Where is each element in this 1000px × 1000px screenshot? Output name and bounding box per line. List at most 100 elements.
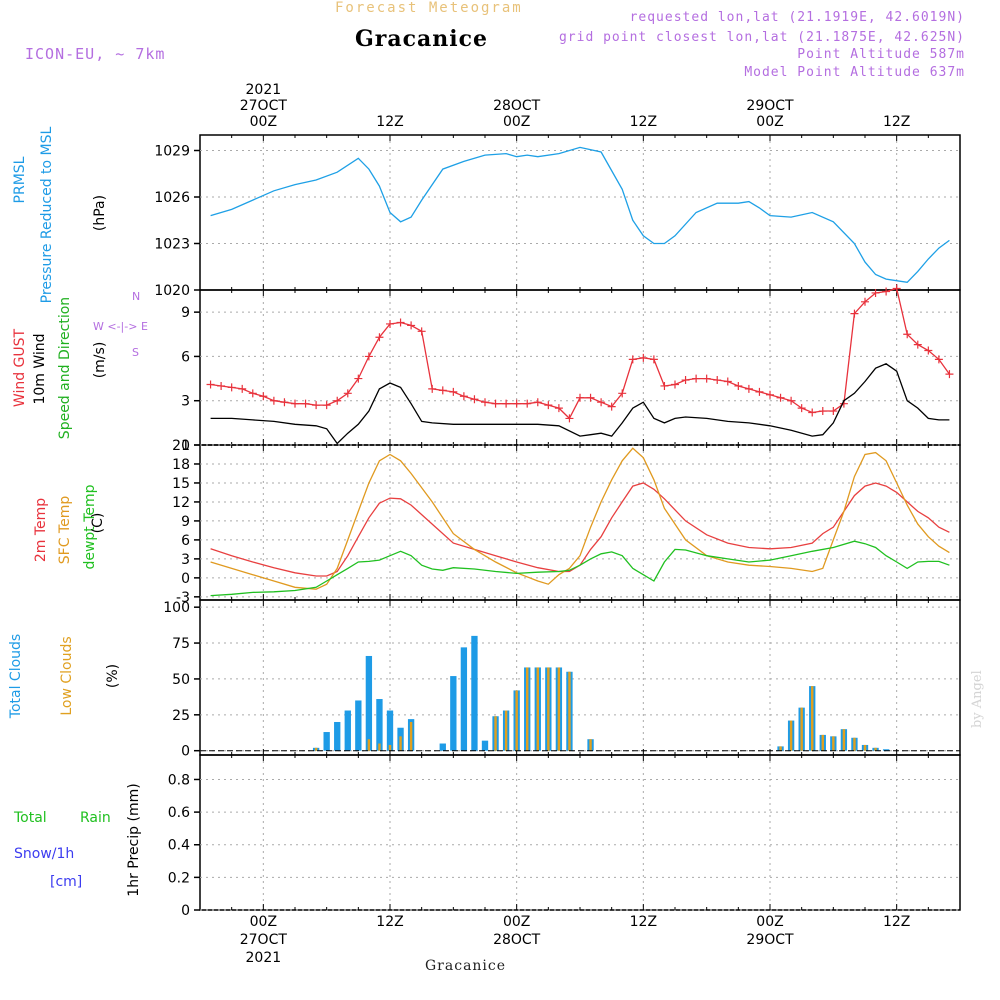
gust-marker [702, 374, 711, 383]
gust-marker [882, 287, 891, 296]
time-label: 12Z [629, 114, 658, 130]
time-label: 00Z [756, 114, 784, 130]
ytick-label: 0.2 [168, 870, 190, 886]
model-name: ICON-EU, ~ 7km [25, 45, 166, 63]
gust-marker [660, 381, 669, 390]
bar-total-clouds [344, 710, 351, 751]
ytick-label: 0 [181, 903, 190, 919]
bar-total-clouds [365, 655, 373, 751]
gust-marker [502, 399, 511, 408]
compass-n: N [132, 290, 141, 303]
precip-legend-snow: Snow/1h [14, 846, 75, 862]
time-label: 28OCT [493, 932, 541, 948]
time-label: 00Z [249, 114, 278, 130]
bar-low-clouds [874, 747, 877, 751]
model-altitude: Model Point Altitude 637m [744, 65, 965, 80]
panel-4: 0 0.2 0.4 0.6 0.8 [168, 754, 961, 919]
bar-low-clouds [378, 743, 381, 751]
bar-total-clouds [439, 743, 446, 751]
compass-s: S [132, 346, 139, 359]
bar-low-clouds [494, 716, 497, 751]
bar-total-clouds [471, 635, 478, 751]
gust-marker [607, 402, 616, 411]
time-label: 28OCT [493, 98, 541, 114]
gust-marker [354, 374, 363, 383]
bar-total-clouds [376, 699, 383, 751]
bar-total-clouds [334, 721, 341, 751]
time-label: 2021 [245, 82, 282, 98]
gust-marker [459, 392, 468, 401]
bar-total-clouds [882, 749, 890, 751]
time-label: 12Z [376, 114, 404, 130]
ytick-label: 21 [172, 438, 190, 454]
ytick-label: 0.4 [168, 838, 190, 854]
bar-total-clouds [481, 740, 489, 751]
bar-low-clouds [800, 707, 803, 751]
gust-marker [713, 376, 722, 385]
bar-low-clouds [842, 729, 846, 751]
time-label: 00Z [502, 114, 531, 130]
panel-frame [199, 289, 961, 446]
point-altitude: Point Altitude 587m [797, 47, 965, 62]
panel-frame [199, 754, 961, 911]
gust-marker [364, 352, 373, 361]
panel-frame [199, 134, 961, 291]
gust-marker [523, 399, 532, 408]
gust-marker [913, 340, 922, 349]
bar-low-clouds [526, 667, 529, 751]
ytick-label: 75 [172, 636, 190, 652]
gust-marker [681, 376, 690, 385]
bar-total-clouds [323, 732, 330, 751]
gust-marker [291, 399, 299, 408]
requested-coords: requested lon,lat (21.1919E, 42.6019N) [629, 10, 965, 25]
bar-low-clouds [832, 736, 835, 751]
gust-marker [396, 318, 405, 327]
gust-marker [744, 384, 753, 393]
gust-marker [945, 370, 954, 379]
bar-low-clouds [821, 734, 824, 751]
gust-marker [248, 389, 257, 398]
gust-marker [871, 288, 880, 297]
gust-marker [333, 396, 342, 405]
gust-marker [734, 381, 743, 390]
gust-marker [576, 393, 584, 402]
footer-location: Gracanice [425, 958, 507, 974]
gust-marker [924, 346, 933, 355]
bar-low-clouds [863, 744, 867, 751]
time-label: 12Z [882, 914, 911, 930]
gust-marker [597, 398, 606, 407]
ytick-label: 9 [181, 514, 190, 530]
gust-marker [438, 386, 447, 395]
gust-marker [533, 398, 542, 407]
gust-marker [649, 355, 658, 364]
panel-frame [199, 444, 961, 601]
ytick-label: 100 [163, 600, 190, 616]
bar-total-clouds [450, 676, 457, 751]
gust-marker [903, 330, 912, 339]
gust-marker [386, 319, 394, 328]
gust-marker [723, 377, 732, 386]
bar-low-clouds [589, 739, 592, 751]
precip-legend-total: Total [14, 810, 47, 826]
gust-marker [322, 401, 331, 410]
gust-marker [565, 414, 574, 423]
compass-we: W <-|-> E [93, 320, 148, 333]
ytick-label: 6 [181, 349, 190, 365]
gust-marker [491, 399, 500, 408]
bar-low-clouds [789, 720, 793, 751]
bar-low-clouds [568, 671, 571, 751]
time-label: 12Z [376, 914, 404, 930]
gust-marker [586, 393, 595, 402]
gust-marker [312, 401, 321, 410]
bar-low-clouds [779, 746, 782, 751]
time-label: 27OCT [239, 98, 287, 114]
gust-marker [808, 408, 817, 417]
ytick-label: 50 [172, 672, 190, 688]
panel-1: 0 3 6 9 [181, 284, 961, 454]
gust-marker [407, 321, 416, 330]
ytick-label: 0 [181, 438, 190, 454]
bar-low-clouds [853, 737, 856, 751]
gust-marker [618, 389, 627, 398]
bar-low-clouds [811, 686, 814, 751]
gust-marker [280, 398, 289, 407]
